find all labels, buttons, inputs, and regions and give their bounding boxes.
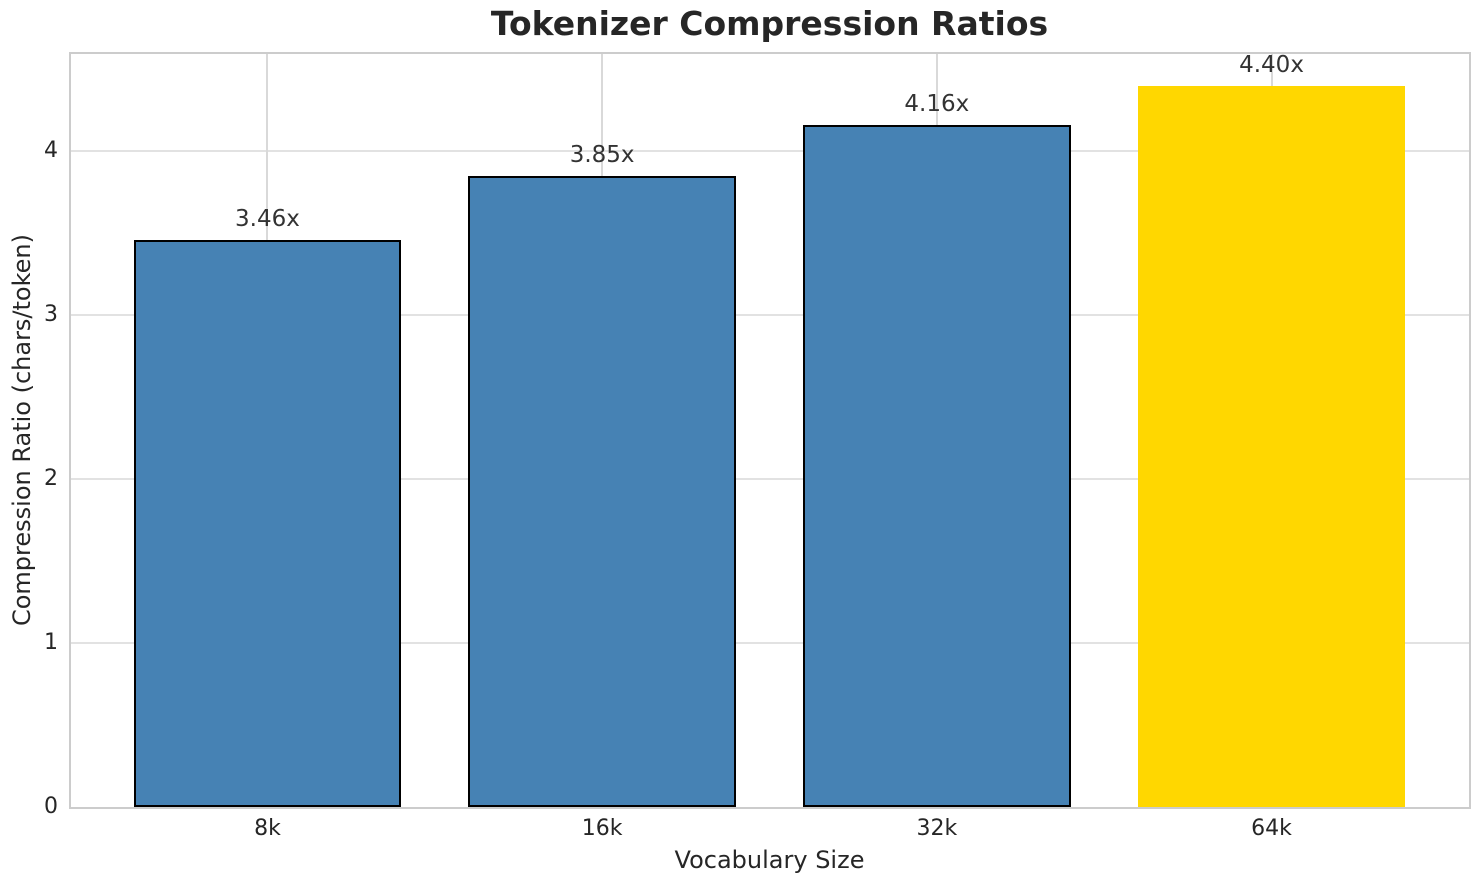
gridline-horizontal	[70, 478, 1469, 481]
y-tick-label: 2	[44, 466, 58, 492]
y-tick-label: 1	[44, 630, 58, 656]
bar-value-label: 4.40x	[1239, 51, 1304, 78]
x-tick-label: 64k	[1251, 816, 1292, 841]
gridline-horizontal	[70, 150, 1469, 153]
bar-64k	[1137, 85, 1406, 807]
bar-16k	[468, 175, 737, 807]
bar-32k	[802, 125, 1071, 807]
y-tick-label: 3	[44, 302, 58, 328]
bar-value-label: 4.16x	[904, 91, 970, 118]
gridline-horizontal	[70, 642, 1469, 645]
bar-8k	[133, 239, 402, 807]
bars-layer	[70, 53, 1469, 807]
y-tick-label: 4	[44, 138, 58, 164]
x-tick-label: 32k	[916, 816, 958, 841]
x-tick-label: 8k	[254, 816, 281, 841]
y-axis-label: Compression Ratio (chars/token)	[8, 234, 36, 627]
bar-value-label: 3.85x	[569, 141, 635, 168]
x-axis-label: Vocabulary Size	[674, 846, 865, 874]
chart-title: Tokenizer Compression Ratios	[490, 4, 1049, 43]
y-tick-label: 0	[44, 794, 58, 819]
bar-value-label: 3.46x	[235, 205, 300, 232]
gridline-horizontal	[70, 314, 1469, 317]
x-tick-label: 16k	[581, 816, 623, 841]
